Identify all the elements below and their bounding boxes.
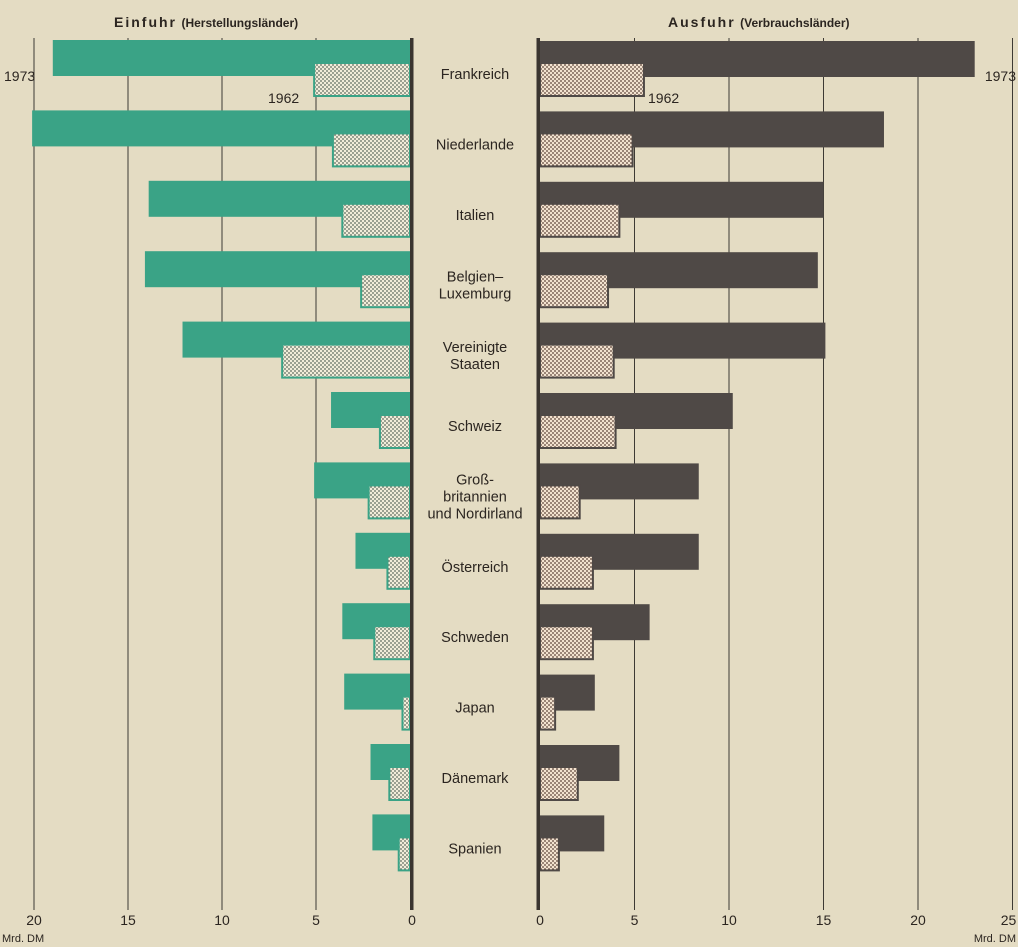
bar-import-1962 bbox=[331, 132, 412, 168]
export-panel-title: Ausfuhr (Verbrauchsländer) bbox=[668, 14, 850, 32]
tick-label-left: 15 bbox=[120, 912, 136, 928]
bar-export-1962 bbox=[539, 695, 557, 731]
tick-label-right: 15 bbox=[816, 912, 832, 928]
bar-import-1962 bbox=[313, 62, 411, 97]
category-label: Vereinigte bbox=[443, 340, 508, 356]
bar-export-1962 bbox=[539, 554, 594, 590]
import-title-main: Einfuhr bbox=[114, 14, 177, 30]
bar-import-1962 bbox=[378, 414, 412, 449]
bar-export-1962 bbox=[539, 202, 621, 238]
tick-label-right: 10 bbox=[721, 912, 737, 928]
category-label: Japan bbox=[455, 701, 495, 717]
axis-zero-right bbox=[536, 38, 540, 910]
bar-import-1973 bbox=[344, 673, 410, 710]
category-label: Italien bbox=[456, 208, 495, 224]
category-label: Luxemburg bbox=[439, 287, 512, 303]
unit-label-left: Mrd. DM bbox=[2, 933, 44, 945]
bar-import-1962 bbox=[388, 766, 412, 801]
tick-label-right: 5 bbox=[631, 912, 639, 928]
annotation-import-1973: 1973 bbox=[4, 68, 35, 84]
annotation-export-1973: 1973 bbox=[985, 68, 1016, 84]
bar-import-1962 bbox=[386, 554, 412, 590]
tick-label-left: 20 bbox=[26, 912, 42, 928]
bar-export-1962 bbox=[539, 414, 617, 449]
tick-label-left: 5 bbox=[312, 912, 320, 928]
category-label: Niederlande bbox=[436, 137, 514, 153]
bar-export-1962 bbox=[539, 625, 594, 661]
bar-import-1962 bbox=[360, 273, 411, 309]
tick-label-right: 25 bbox=[1001, 912, 1017, 928]
category-label: Schweiz bbox=[448, 419, 502, 435]
unit-label-right: Mrd. DM bbox=[974, 933, 1016, 945]
bar-export-1962 bbox=[539, 132, 634, 168]
category-label: Groß- bbox=[456, 472, 494, 488]
tick-label-right: 20 bbox=[910, 912, 926, 928]
bar-export-1962 bbox=[539, 62, 645, 97]
tick-label-left: 0 bbox=[408, 912, 416, 928]
bar-import-1962 bbox=[281, 343, 411, 379]
category-label: britannien bbox=[443, 489, 507, 505]
category-label: Schweden bbox=[441, 630, 509, 646]
bar-import-1962 bbox=[341, 202, 412, 238]
export-title-main: Ausfuhr bbox=[668, 14, 736, 30]
tick-label-right: 0 bbox=[536, 912, 544, 928]
bar-export-1962 bbox=[539, 836, 560, 872]
bar-export-1962 bbox=[539, 273, 610, 309]
bar-import-1962 bbox=[367, 484, 412, 520]
bar-import-1962 bbox=[401, 695, 412, 731]
import-title-sub: (Herstellungsländer) bbox=[181, 16, 299, 30]
category-label: und Nordirland bbox=[427, 506, 522, 522]
bar-export-1962 bbox=[539, 343, 615, 379]
bar-import-1962 bbox=[397, 836, 412, 872]
category-label: Österreich bbox=[442, 558, 509, 576]
bar-import-1962 bbox=[373, 625, 411, 661]
category-label: Dänemark bbox=[442, 771, 510, 787]
export-title-sub: (Verbrauchsländer) bbox=[740, 16, 850, 30]
import-panel-title: Einfuhr (Herstellungsländer) bbox=[114, 14, 298, 32]
tick-label-left: 10 bbox=[214, 912, 230, 928]
category-label: Belgien– bbox=[447, 270, 504, 286]
axis-zero-left bbox=[410, 38, 414, 910]
category-label: Frankreich bbox=[441, 67, 510, 83]
annotation-import-1962: 1962 bbox=[268, 90, 299, 106]
annotation-export-1962: 1962 bbox=[648, 90, 679, 106]
bar-export-1962 bbox=[539, 766, 579, 801]
category-label: Staaten bbox=[450, 357, 500, 373]
category-label: Spanien bbox=[448, 841, 501, 857]
bar-export-1962 bbox=[539, 484, 581, 520]
